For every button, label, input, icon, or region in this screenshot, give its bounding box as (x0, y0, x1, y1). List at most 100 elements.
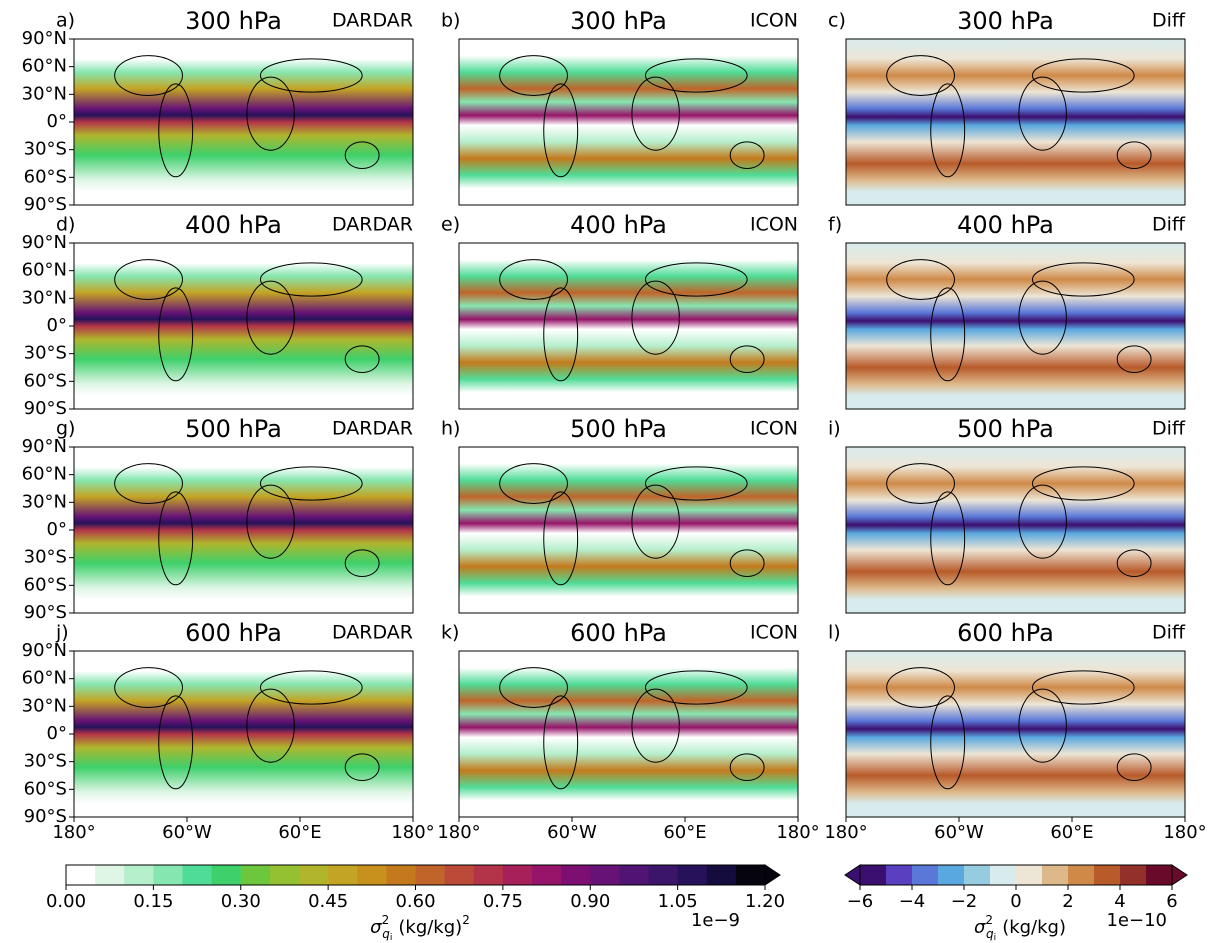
lat-tick-label: 60°S (24, 370, 67, 391)
panel-level: 300 hPa (570, 7, 667, 35)
map-field (459, 39, 798, 205)
label-part: q (382, 927, 390, 941)
colorbar-tick-label: −2 (951, 891, 978, 912)
map-field (74, 651, 413, 817)
colorbar-bin (619, 865, 649, 885)
colorbar-bin (1042, 865, 1069, 885)
colorbar-bin (182, 865, 213, 885)
panel-label: c) (828, 10, 846, 32)
colorbar-bin (590, 865, 620, 885)
colorbar-tick-label: 6 (1166, 891, 1177, 912)
coastline (158, 83, 194, 178)
coastline (930, 83, 966, 178)
colorbar-bin (269, 865, 300, 885)
colorbar-bin (648, 865, 679, 885)
coastline (930, 491, 966, 586)
colorbar-tick-label: 0.60 (395, 891, 435, 912)
map-field (459, 447, 798, 613)
map-field (74, 39, 413, 205)
coastline (1018, 484, 1067, 559)
panel-label: f) (828, 214, 842, 236)
lon-tick-label: 60°E (278, 822, 321, 843)
coastline (644, 262, 748, 297)
panel-source: DARDAR (332, 10, 413, 32)
panel-label: e) (441, 214, 460, 236)
lat-tick-label: 30°S (24, 751, 67, 772)
lat-tick-label: 90°N (22, 640, 67, 661)
lat-tick-label: 60°S (24, 166, 67, 187)
label-part: 2 (985, 913, 993, 927)
colorbar-bin (860, 865, 887, 885)
coastline (1116, 549, 1152, 577)
label-part: (kg/kg) (398, 917, 462, 938)
coastline (259, 58, 363, 93)
colorbar-bin (66, 865, 96, 885)
panel-label: i) (828, 418, 841, 440)
coastline (259, 262, 363, 297)
map-frame (458, 446, 799, 614)
lon-tick-label: 180° (824, 822, 867, 843)
colorbar-tick-label: 0.30 (221, 891, 261, 912)
coastline (344, 549, 380, 577)
colorbar-tick-label: 0.00 (46, 891, 86, 912)
map-frame (458, 242, 799, 410)
label-part: q (986, 927, 994, 941)
coastline (246, 688, 295, 763)
coastline (543, 83, 579, 178)
colorbar-extend (764, 864, 781, 886)
coastline (246, 484, 295, 559)
coastline (1031, 262, 1135, 297)
map-field (74, 447, 413, 613)
coastline (499, 259, 568, 300)
colorbar-bin (473, 865, 504, 885)
panel-label: j) (55, 622, 69, 644)
colorbar-tick-label: 0.15 (133, 891, 173, 912)
panel-level: 300 hPa (957, 7, 1054, 35)
colorbar-tick-label: 0 (1010, 891, 1021, 912)
panel-level: 500 hPa (185, 415, 282, 443)
colorbar-bin (964, 865, 991, 885)
panel-level: 400 hPa (957, 211, 1054, 239)
panel-level: 400 hPa (185, 211, 282, 239)
lon-tick-label: 60°E (663, 822, 706, 843)
coastline (543, 287, 579, 382)
panel-level: 600 hPa (570, 619, 667, 647)
coastline (499, 55, 568, 96)
lat-tick-label: 90°S (24, 194, 67, 215)
panel-level: 500 hPa (957, 415, 1054, 443)
coastline (114, 463, 183, 504)
lat-tick-label: 90°S (24, 602, 67, 623)
lat-tick-label: 90°N (22, 28, 67, 49)
colorbar-bin (1120, 865, 1147, 885)
coastline (114, 667, 183, 708)
colorbar-bin (735, 865, 766, 885)
coastline (543, 491, 579, 586)
map-field (846, 447, 1185, 613)
lat-tick-label: 60°N (22, 260, 67, 281)
coastline (1116, 141, 1152, 169)
map-field (846, 39, 1185, 205)
panel-source: Diff (1152, 622, 1186, 644)
panel-source: ICON (750, 622, 798, 644)
colorbar-bin (677, 865, 708, 885)
coastline (499, 667, 568, 708)
colorbar-bin (328, 865, 358, 885)
coastline (1031, 58, 1135, 93)
colorbar-bin (502, 865, 533, 885)
lat-tick-label: 0° (47, 111, 67, 132)
colorbar-bin (415, 865, 446, 885)
colorbar-bin (386, 865, 416, 885)
coastline (729, 345, 765, 373)
coastline (631, 484, 680, 559)
lon-tick-label: 180° (776, 822, 819, 843)
panel-label: d) (56, 214, 75, 236)
colorbar-bin (153, 865, 183, 885)
coastline (729, 753, 765, 781)
map-field (459, 243, 798, 409)
map-field (74, 243, 413, 409)
coastline (886, 667, 955, 708)
coastline (644, 670, 748, 705)
coastline (543, 695, 579, 790)
colorbar-bin (1094, 865, 1121, 885)
coastline (1018, 280, 1067, 355)
